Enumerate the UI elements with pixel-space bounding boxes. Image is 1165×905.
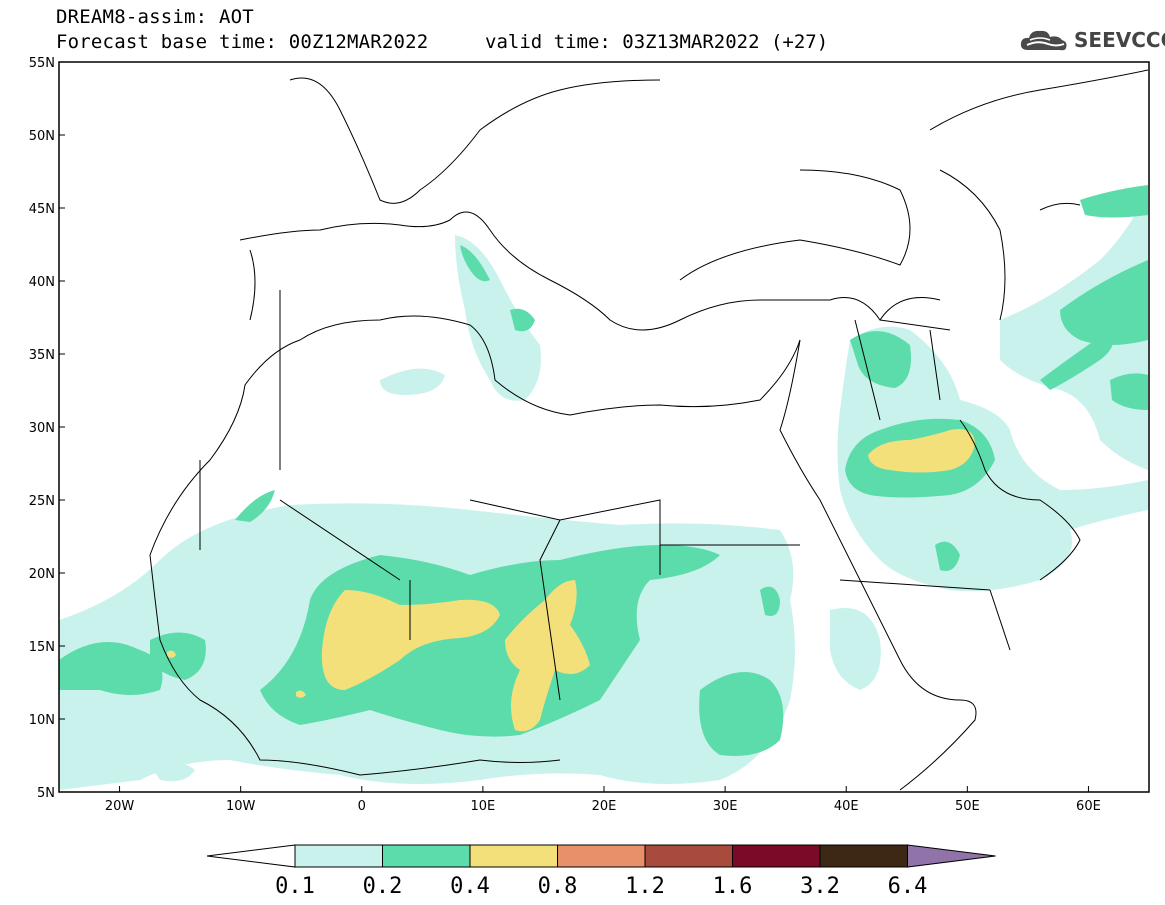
colorbar-label: 1.6 xyxy=(713,874,753,899)
x-tick-label: 60E xyxy=(1076,799,1101,814)
colorbar-left-arrow xyxy=(206,844,296,868)
colorbar-label: 0.1 xyxy=(275,874,315,899)
forecast-base-time: Forecast base time: 00Z12MAR2022 xyxy=(56,31,429,53)
colorbar-swatch xyxy=(294,844,383,868)
colorbar-label: 0.4 xyxy=(450,874,490,899)
colorbar-label: 0.2 xyxy=(363,874,403,899)
cloud-icon xyxy=(1020,30,1067,51)
x-tick-label: 10E xyxy=(471,799,496,814)
aot-contours xyxy=(59,185,1148,790)
coastlines-and-borders xyxy=(149,69,1149,791)
y-tick-label: 40N xyxy=(29,275,55,290)
colorbar-swatch xyxy=(557,844,646,868)
aot-level-high xyxy=(167,429,975,732)
y-tick-label: 35N xyxy=(29,348,55,363)
seevccc-logo: SEEVCCC xyxy=(1018,24,1165,58)
latitude-axis: 5N 10N 15N 20N 25N 30N 35N 40N 45N 50N 55N xyxy=(29,56,65,801)
y-tick-label: 20N xyxy=(29,567,55,582)
logo-text: SEEVCCC xyxy=(1074,28,1165,52)
x-tick-label: 50E xyxy=(955,799,980,814)
colorbar-label: 3.2 xyxy=(800,874,840,899)
valid-time: valid time: 03Z13MAR2022 (+27) xyxy=(485,31,829,53)
y-tick-label: 15N xyxy=(29,640,55,655)
y-tick-label: 55N xyxy=(29,56,55,71)
y-tick-label: 50N xyxy=(29,129,55,144)
x-tick-label: 10W xyxy=(226,799,256,814)
x-tick-label: 20W xyxy=(105,799,135,814)
colorbar-swatch xyxy=(732,844,821,868)
colorbar-swatch xyxy=(469,844,558,868)
colorbar-label: 1.2 xyxy=(625,874,665,899)
colorbar-swatch xyxy=(819,844,908,868)
map-title: DREAM8-assim: AOT xyxy=(56,6,254,28)
x-tick-label: 20E xyxy=(592,799,617,814)
y-tick-label: 45N xyxy=(29,202,55,217)
y-tick-label: 25N xyxy=(29,494,55,509)
colorbar-right-arrow xyxy=(907,844,996,868)
colorbar-swatch xyxy=(644,844,733,868)
x-tick-label: 0 xyxy=(358,799,366,814)
x-tick-label: 40E xyxy=(834,799,859,814)
y-tick-label: 5N xyxy=(37,786,55,801)
y-tick-label: 30N xyxy=(29,421,55,436)
x-tick-label: 30E xyxy=(713,799,738,814)
colorbar-label: 0.8 xyxy=(538,874,578,899)
longitude-axis: 20W 10W 0 10E 20E 30E 40E 50E 60E xyxy=(105,786,1101,814)
colorbar-swatch xyxy=(382,844,471,868)
y-tick-label: 10N xyxy=(29,713,55,728)
colorbar-label: 6.4 xyxy=(888,874,928,899)
